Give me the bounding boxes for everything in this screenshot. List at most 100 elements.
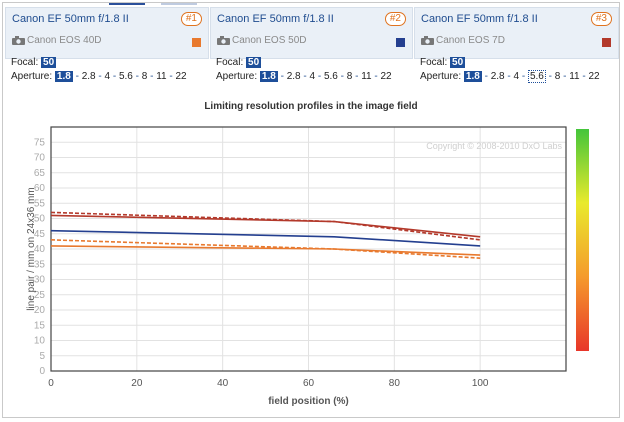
aperture-option-4[interactable]: 4 bbox=[309, 71, 316, 82]
y-tick-label: 75 bbox=[34, 137, 46, 148]
aperture-option-5-6[interactable]: 5.6 bbox=[527, 70, 546, 83]
aperture-option-11[interactable]: 11 bbox=[156, 71, 167, 82]
y-tick-label: 50 bbox=[34, 214, 46, 225]
aperture-separator: - bbox=[504, 71, 514, 82]
y-tick-label: 35 bbox=[34, 259, 46, 270]
camera-row: Canon EOS 40D bbox=[12, 35, 102, 46]
aperture-option-4[interactable]: 4 bbox=[513, 71, 520, 82]
aperture-row: Aperture: 1.8 - 2.8 - 4 - 5.6 - 8 - 11 -… bbox=[420, 70, 600, 83]
aperture-option-8[interactable]: 8 bbox=[346, 71, 353, 82]
x-tick-label: 100 bbox=[472, 378, 489, 389]
y-tick-label: 45 bbox=[34, 229, 46, 240]
aperture-option-22[interactable]: 22 bbox=[588, 71, 600, 82]
aperture-option-22[interactable]: 22 bbox=[175, 71, 187, 82]
tab-indicator-inactive[interactable] bbox=[161, 3, 197, 5]
aperture-option-4[interactable]: 4 bbox=[104, 71, 111, 82]
focal-value[interactable]: 50 bbox=[41, 57, 57, 68]
aperture-separator: - bbox=[481, 71, 491, 82]
x-tick-label: 0 bbox=[48, 378, 54, 389]
aperture-separator: - bbox=[519, 71, 528, 82]
y-tick-label: 65 bbox=[34, 168, 46, 179]
aperture-option-1-8[interactable]: 1.8 bbox=[54, 71, 73, 82]
y-tick-label: 15 bbox=[34, 320, 46, 331]
camera-row: Canon EOS 7D bbox=[421, 35, 505, 46]
lens-panel-3: Canon EF 50mm f/1.8 II #3 Canon EOS 7D bbox=[414, 7, 619, 59]
focal-label: Focal: bbox=[420, 57, 448, 68]
series-line-3 bbox=[50, 229, 481, 247]
camera-name: Canon EOS 50D bbox=[232, 35, 307, 46]
y-tick-label: 20 bbox=[34, 305, 46, 316]
focal-value[interactable]: 50 bbox=[246, 57, 262, 68]
y-tick-label: 10 bbox=[34, 336, 46, 347]
aperture-row: Aperture: 1.8 - 2.8 - 4 - 5.6 - 8 - 11 -… bbox=[11, 71, 187, 82]
aperture-label: Aperture: bbox=[11, 71, 53, 82]
aperture-label: Aperture: bbox=[216, 71, 258, 82]
settings-panel-1: Focal: 50 Aperture: 1.8 - 2.8 - 4 - 5.6 … bbox=[5, 55, 207, 85]
aperture-separator: - bbox=[95, 71, 105, 82]
aperture-separator: - bbox=[166, 71, 176, 82]
aperture-option-8[interactable]: 8 bbox=[554, 71, 561, 82]
settings-panel-3: Focal: 50 Aperture: 1.8 - 2.8 - 4 - 5.6 … bbox=[414, 55, 617, 85]
aperture-option-2-8[interactable]: 2.8 bbox=[490, 71, 505, 82]
tab-indicator-active[interactable] bbox=[109, 3, 145, 5]
aperture-separator: - bbox=[132, 71, 142, 82]
aperture-separator: - bbox=[560, 71, 570, 82]
dxomark-lens-comparison: Canon EF 50mm f/1.8 II #1 Canon EOS 40D … bbox=[2, 2, 620, 418]
copyright-watermark: Copyright © 2008-2010 DxO Labs bbox=[426, 141, 562, 151]
aperture-option-2-8[interactable]: 2.8 bbox=[286, 71, 301, 82]
aperture-separator: - bbox=[300, 71, 310, 82]
aperture-separator: - bbox=[110, 71, 119, 82]
aperture-option-22[interactable]: 22 bbox=[380, 71, 392, 82]
aperture-option-2-8[interactable]: 2.8 bbox=[81, 71, 96, 82]
aperture-separator: - bbox=[337, 71, 347, 82]
y-tick-label: 5 bbox=[39, 351, 45, 362]
x-tick-label: 20 bbox=[131, 378, 143, 389]
aperture-separator: - bbox=[147, 71, 157, 82]
x-tick-label: 60 bbox=[303, 378, 315, 389]
series-line-2 bbox=[50, 239, 481, 259]
y-tick-label: 60 bbox=[34, 183, 46, 194]
lens-name[interactable]: Canon EF 50mm f/1.8 II bbox=[421, 13, 538, 25]
plot-frame bbox=[50, 126, 567, 372]
y-axis-label: line pair / mm on 24x36 mm bbox=[26, 187, 37, 310]
series-line-5 bbox=[50, 211, 481, 241]
aperture-option-11[interactable]: 11 bbox=[569, 71, 580, 82]
series-color-swatch bbox=[192, 38, 201, 47]
lens-name[interactable]: Canon EF 50mm f/1.8 II bbox=[217, 13, 334, 25]
aperture-option-5-6[interactable]: 5.6 bbox=[118, 71, 133, 82]
aperture-option-8[interactable]: 8 bbox=[141, 71, 148, 82]
aperture-option-1-8[interactable]: 1.8 bbox=[463, 71, 482, 82]
aperture-option-11[interactable]: 11 bbox=[361, 71, 372, 82]
camera-icon bbox=[421, 36, 434, 45]
focal-row: Focal: 50 bbox=[420, 57, 466, 68]
aperture-options: 1.8 - 2.8 - 4 - 5.6 - 8 - 11 - 22 bbox=[259, 71, 392, 82]
aperture-options: 1.8 - 2.8 - 4 - 5.6 - 8 - 11 - 22 bbox=[463, 70, 600, 83]
focal-label: Focal: bbox=[216, 57, 244, 68]
x-tick-label: 40 bbox=[217, 378, 229, 389]
aperture-separator: - bbox=[579, 71, 589, 82]
aperture-separator: - bbox=[72, 71, 82, 82]
y-tick-label: 40 bbox=[34, 244, 46, 255]
lens-panel-2: Canon EF 50mm f/1.8 II #2 Canon EOS 50D bbox=[210, 7, 413, 59]
y-tick-label: 70 bbox=[34, 153, 46, 164]
y-tick-label: 0 bbox=[39, 366, 45, 377]
x-tick-label: 80 bbox=[389, 378, 401, 389]
aperture-separator: - bbox=[545, 71, 555, 82]
lens-name[interactable]: Canon EF 50mm f/1.8 II bbox=[12, 13, 129, 25]
camera-icon bbox=[217, 36, 230, 45]
series-color-swatch bbox=[396, 38, 405, 47]
chart-title: Limiting resolution profiles in the imag… bbox=[204, 101, 418, 112]
aperture-option-1-8[interactable]: 1.8 bbox=[259, 71, 278, 82]
focal-value[interactable]: 50 bbox=[450, 57, 466, 68]
quality-color-scale bbox=[576, 129, 589, 351]
series-color-swatch bbox=[602, 38, 611, 47]
aperture-separator: - bbox=[315, 71, 324, 82]
y-tick-label: 25 bbox=[34, 290, 46, 301]
aperture-separator: - bbox=[371, 71, 381, 82]
aperture-option-5-6[interactable]: 5.6 bbox=[323, 71, 338, 82]
aperture-separator: - bbox=[352, 71, 362, 82]
panel-number-badge: #2 bbox=[384, 12, 406, 26]
aperture-separator: - bbox=[277, 71, 287, 82]
camera-icon bbox=[12, 36, 25, 45]
settings-panel-2: Focal: 50 Aperture: 1.8 - 2.8 - 4 - 5.6 … bbox=[210, 55, 411, 85]
